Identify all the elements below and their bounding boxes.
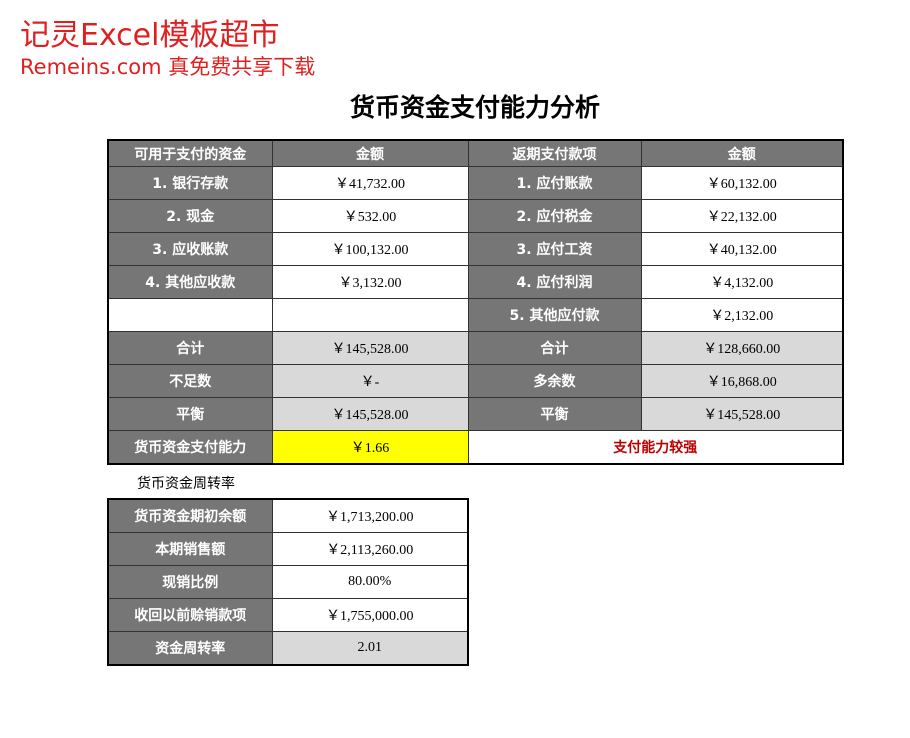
cell: 货币资金期初余额 — [107, 498, 273, 533]
row: 2. 现金 ￥532.00 2. 应付税金 ￥22,132.00 — [107, 199, 844, 233]
cell: 5. 其他应付款 — [467, 298, 642, 332]
cell: 金额 — [640, 139, 844, 167]
cell: 平衡 — [107, 397, 273, 431]
row: 平衡 ￥145,528.00 平衡 ￥145,528.00 — [107, 397, 844, 431]
cell: 80.00% — [271, 565, 469, 599]
cell: 返期支付款项 — [467, 139, 642, 167]
section-label: 货币资金周转率 — [137, 476, 235, 492]
row: 不足数 ￥- 多余数 ￥16,868.00 — [107, 364, 844, 398]
cell: ￥3,132.00 — [271, 265, 469, 299]
cell: 平衡 — [467, 397, 642, 431]
cell: 可用于支付的资金 — [107, 139, 273, 167]
cell: ￥532.00 — [271, 199, 469, 233]
watermark: Remeins.com 真免费共享下载 — [20, 55, 316, 79]
row: 5. 其他应付款 ￥2,132.00 — [107, 298, 844, 332]
row: 现销比例 80.00% — [107, 565, 469, 599]
row: 1. 银行存款 ￥41,732.00 1. 应付账款 ￥60,132.00 — [107, 166, 844, 200]
cell: 1. 银行存款 — [107, 166, 273, 200]
cell: 2. 应付税金 — [467, 199, 642, 233]
cell: 本期销售额 — [107, 532, 273, 566]
cell: 多余数 — [467, 364, 642, 398]
cell: ￥2,113,260.00 — [271, 532, 469, 566]
title: 货币资金支付能力分析 — [349, 95, 600, 122]
cell: ￥128,660.00 — [640, 331, 844, 365]
cell: 资金周转率 — [107, 631, 273, 666]
cell — [271, 298, 469, 332]
cell: 收回以前赊销款项 — [107, 598, 273, 632]
cell: ￥1,755,000.00 — [271, 598, 469, 632]
cell: ￥2,132.00 — [640, 298, 844, 332]
row: 3. 应收账款 ￥100,132.00 3. 应付工资 ￥40,132.00 — [107, 232, 844, 266]
cell: ￥22,132.00 — [640, 199, 844, 233]
row: 合计 ￥145,528.00 合计 ￥128,660.00 — [107, 331, 844, 365]
cell: 现销比例 — [107, 565, 273, 599]
cell: ￥16,868.00 — [640, 364, 844, 398]
row: 可用于支付的资金 金额 返期支付款项 金额 — [107, 139, 844, 167]
row: 收回以前赊销款项 ￥1,755,000.00 — [107, 598, 469, 632]
cell — [107, 298, 273, 332]
cell: 支付能力较强 — [467, 430, 844, 465]
cell: ￥- — [271, 364, 469, 398]
cell: 合计 — [467, 331, 642, 365]
cell: 4. 其他应收款 — [107, 265, 273, 299]
row: 资金周转率 2.01 — [107, 631, 469, 666]
cell: ￥145,528.00 — [640, 397, 844, 431]
cell: 货币资金支付能力 — [107, 430, 273, 465]
row: 货币资金期初余额 ￥1,713,200.00 — [107, 498, 469, 533]
watermark: 记灵Excel模板超市 — [20, 18, 280, 53]
payment-table: 可用于支付的资金 金额 返期支付款项 金额 1. 银行存款 ￥41,732.00 1. 应付… — [107, 139, 844, 465]
cell: 合计 — [107, 331, 273, 365]
cell: ￥145,528.00 — [271, 397, 469, 431]
cell: ￥41,732.00 — [271, 166, 469, 200]
cell: ￥60,132.00 — [640, 166, 844, 200]
cell: 2. 现金 — [107, 199, 273, 233]
cell: 4. 应付利润 — [467, 265, 642, 299]
cell: ￥1,713,200.00 — [271, 498, 469, 533]
cell: 金额 — [271, 139, 469, 167]
cell: 1. 应付账款 — [467, 166, 642, 200]
cell: 3. 应付工资 — [467, 232, 642, 266]
cell: ￥4,132.00 — [640, 265, 844, 299]
cell: 不足数 — [107, 364, 273, 398]
turnover-table: 货币资金期初余额 ￥1,713,200.00 本期销售额 ￥2,113,260.00 现… — [107, 498, 469, 666]
cell: 3. 应收账款 — [107, 232, 273, 266]
cell: ￥1.66 — [271, 430, 469, 465]
cell: 2.01 — [271, 631, 469, 666]
row: 4. 其他应收款 ￥3,132.00 4. 应付利润 ￥4,132.00 — [107, 265, 844, 299]
cell: ￥100,132.00 — [271, 232, 469, 266]
cell: ￥145,528.00 — [271, 331, 469, 365]
row: 货币资金支付能力 ￥1.66 支付能力较强 — [107, 430, 844, 465]
cell: ￥40,132.00 — [640, 232, 844, 266]
row: 本期销售额 ￥2,113,260.00 — [107, 532, 469, 566]
